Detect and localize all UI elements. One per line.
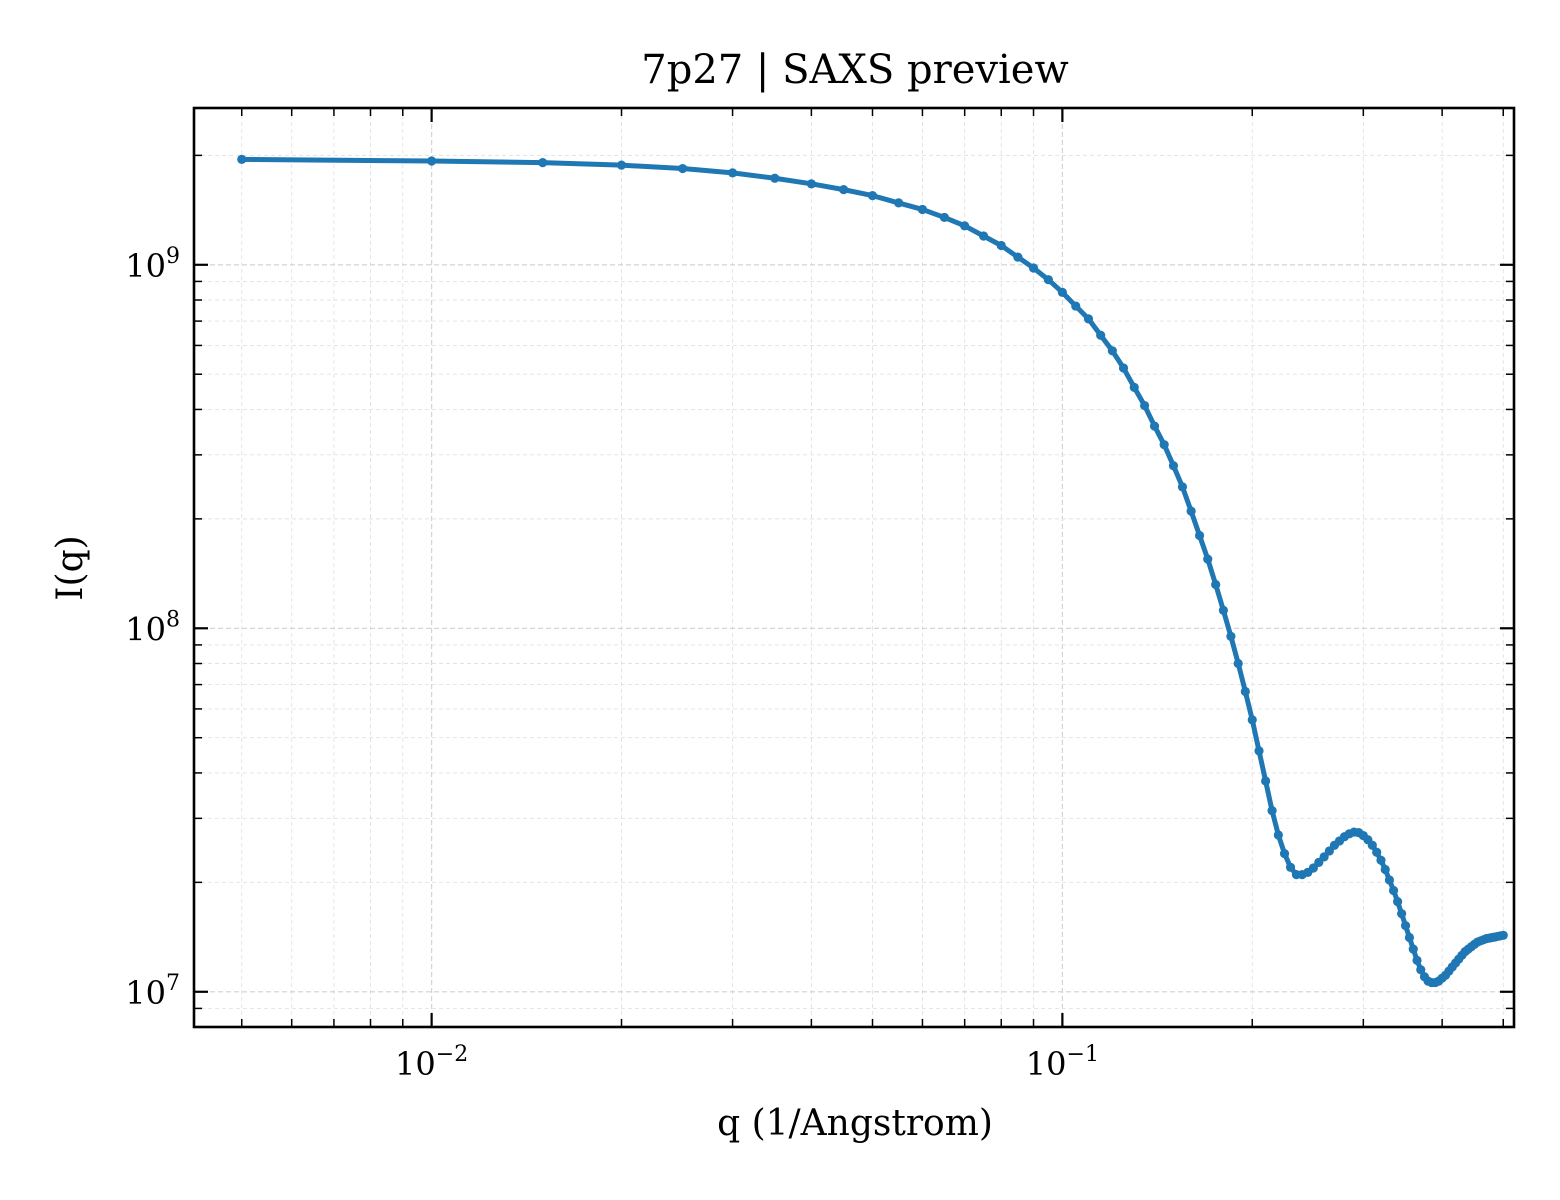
data-point	[939, 212, 949, 223]
data-point	[770, 173, 780, 183]
y-tick-label-base: 10	[125, 610, 166, 648]
data-point	[1118, 363, 1129, 373]
data-point	[1498, 930, 1508, 940]
x-tick-label: 10−2	[395, 1042, 468, 1083]
x-tick-label-exponent: −1	[1067, 1042, 1099, 1067]
data-point	[538, 158, 548, 168]
data-point	[1233, 658, 1243, 669]
data-point	[1218, 605, 1228, 615]
data-point	[1083, 314, 1094, 324]
y-tick-label: 107	[125, 971, 180, 1012]
data-point	[1285, 862, 1296, 872]
y-tick-label-exponent: 7	[166, 971, 180, 996]
data-point	[1393, 897, 1403, 907]
data-point	[1404, 932, 1415, 943]
data-point	[1129, 382, 1139, 392]
data-point	[1319, 852, 1329, 862]
y-tick-label: 109	[125, 244, 180, 285]
series-layer	[237, 154, 1508, 988]
plot-frame	[192, 106, 1516, 1029]
data-point	[1267, 806, 1277, 816]
data-point	[237, 154, 247, 164]
data-point	[867, 191, 878, 201]
data-point	[1247, 715, 1257, 725]
data-point	[1380, 864, 1390, 875]
data-point	[1057, 287, 1067, 297]
x-tick-label: 10−1	[1026, 1042, 1099, 1083]
data-point	[1168, 461, 1179, 471]
data-point	[806, 179, 816, 189]
data-point	[1159, 440, 1169, 450]
data-point	[1384, 875, 1395, 885]
data-point	[1186, 506, 1196, 516]
data-point	[1367, 840, 1377, 850]
data-point	[1043, 275, 1053, 285]
data-point	[1388, 885, 1399, 896]
data-point	[1203, 554, 1213, 564]
chart-title: 7p27 | SAXS preview	[641, 47, 1068, 93]
data-point	[1107, 346, 1117, 356]
data-point	[1400, 921, 1411, 931]
data-point	[978, 231, 989, 241]
data-point	[839, 185, 849, 195]
data-point	[1376, 855, 1386, 865]
data-point	[1254, 746, 1264, 756]
y-tick-label: 108	[125, 607, 180, 648]
data-point	[1416, 965, 1426, 975]
y-tick-label-base: 10	[125, 247, 166, 285]
data-point	[894, 198, 904, 208]
grid-layer	[194, 108, 1514, 1028]
data-point	[1261, 776, 1271, 786]
data-point	[727, 168, 738, 178]
data-point	[1240, 686, 1250, 697]
data-point	[1096, 330, 1106, 340]
data-point	[427, 156, 437, 166]
data-point	[1372, 847, 1382, 857]
series-markers	[237, 154, 1508, 988]
data-point	[1139, 400, 1150, 411]
data-point	[1194, 530, 1205, 541]
y-axis-label: I(q)	[50, 535, 91, 600]
data-point	[678, 163, 688, 174]
y-tick-label-exponent: 8	[166, 607, 180, 632]
x-tick-label-base: 10	[395, 1045, 436, 1083]
data-point	[1071, 301, 1081, 311]
data-point	[1273, 830, 1283, 840]
data-point	[996, 240, 1006, 251]
data-point	[1226, 631, 1236, 641]
x-tick-label-base: 10	[1026, 1045, 1067, 1083]
y-tick-label-exponent: 9	[166, 244, 180, 269]
data-point	[1408, 944, 1418, 954]
data-point	[1177, 482, 1188, 492]
data-point	[1279, 848, 1290, 859]
y-tick-label-base: 10	[125, 974, 166, 1012]
data-point	[917, 204, 928, 215]
data-point	[960, 221, 970, 231]
data-point	[1028, 263, 1039, 273]
data-point	[1412, 955, 1422, 965]
data-point	[1149, 421, 1160, 431]
data-point	[1013, 252, 1023, 262]
x-axis-label: q (1/Angstrom)	[717, 1103, 993, 1144]
x-tick-label-exponent: −2	[436, 1042, 468, 1067]
data-point	[1211, 579, 1221, 590]
data-point	[1397, 909, 1407, 919]
data-point	[616, 160, 627, 170]
